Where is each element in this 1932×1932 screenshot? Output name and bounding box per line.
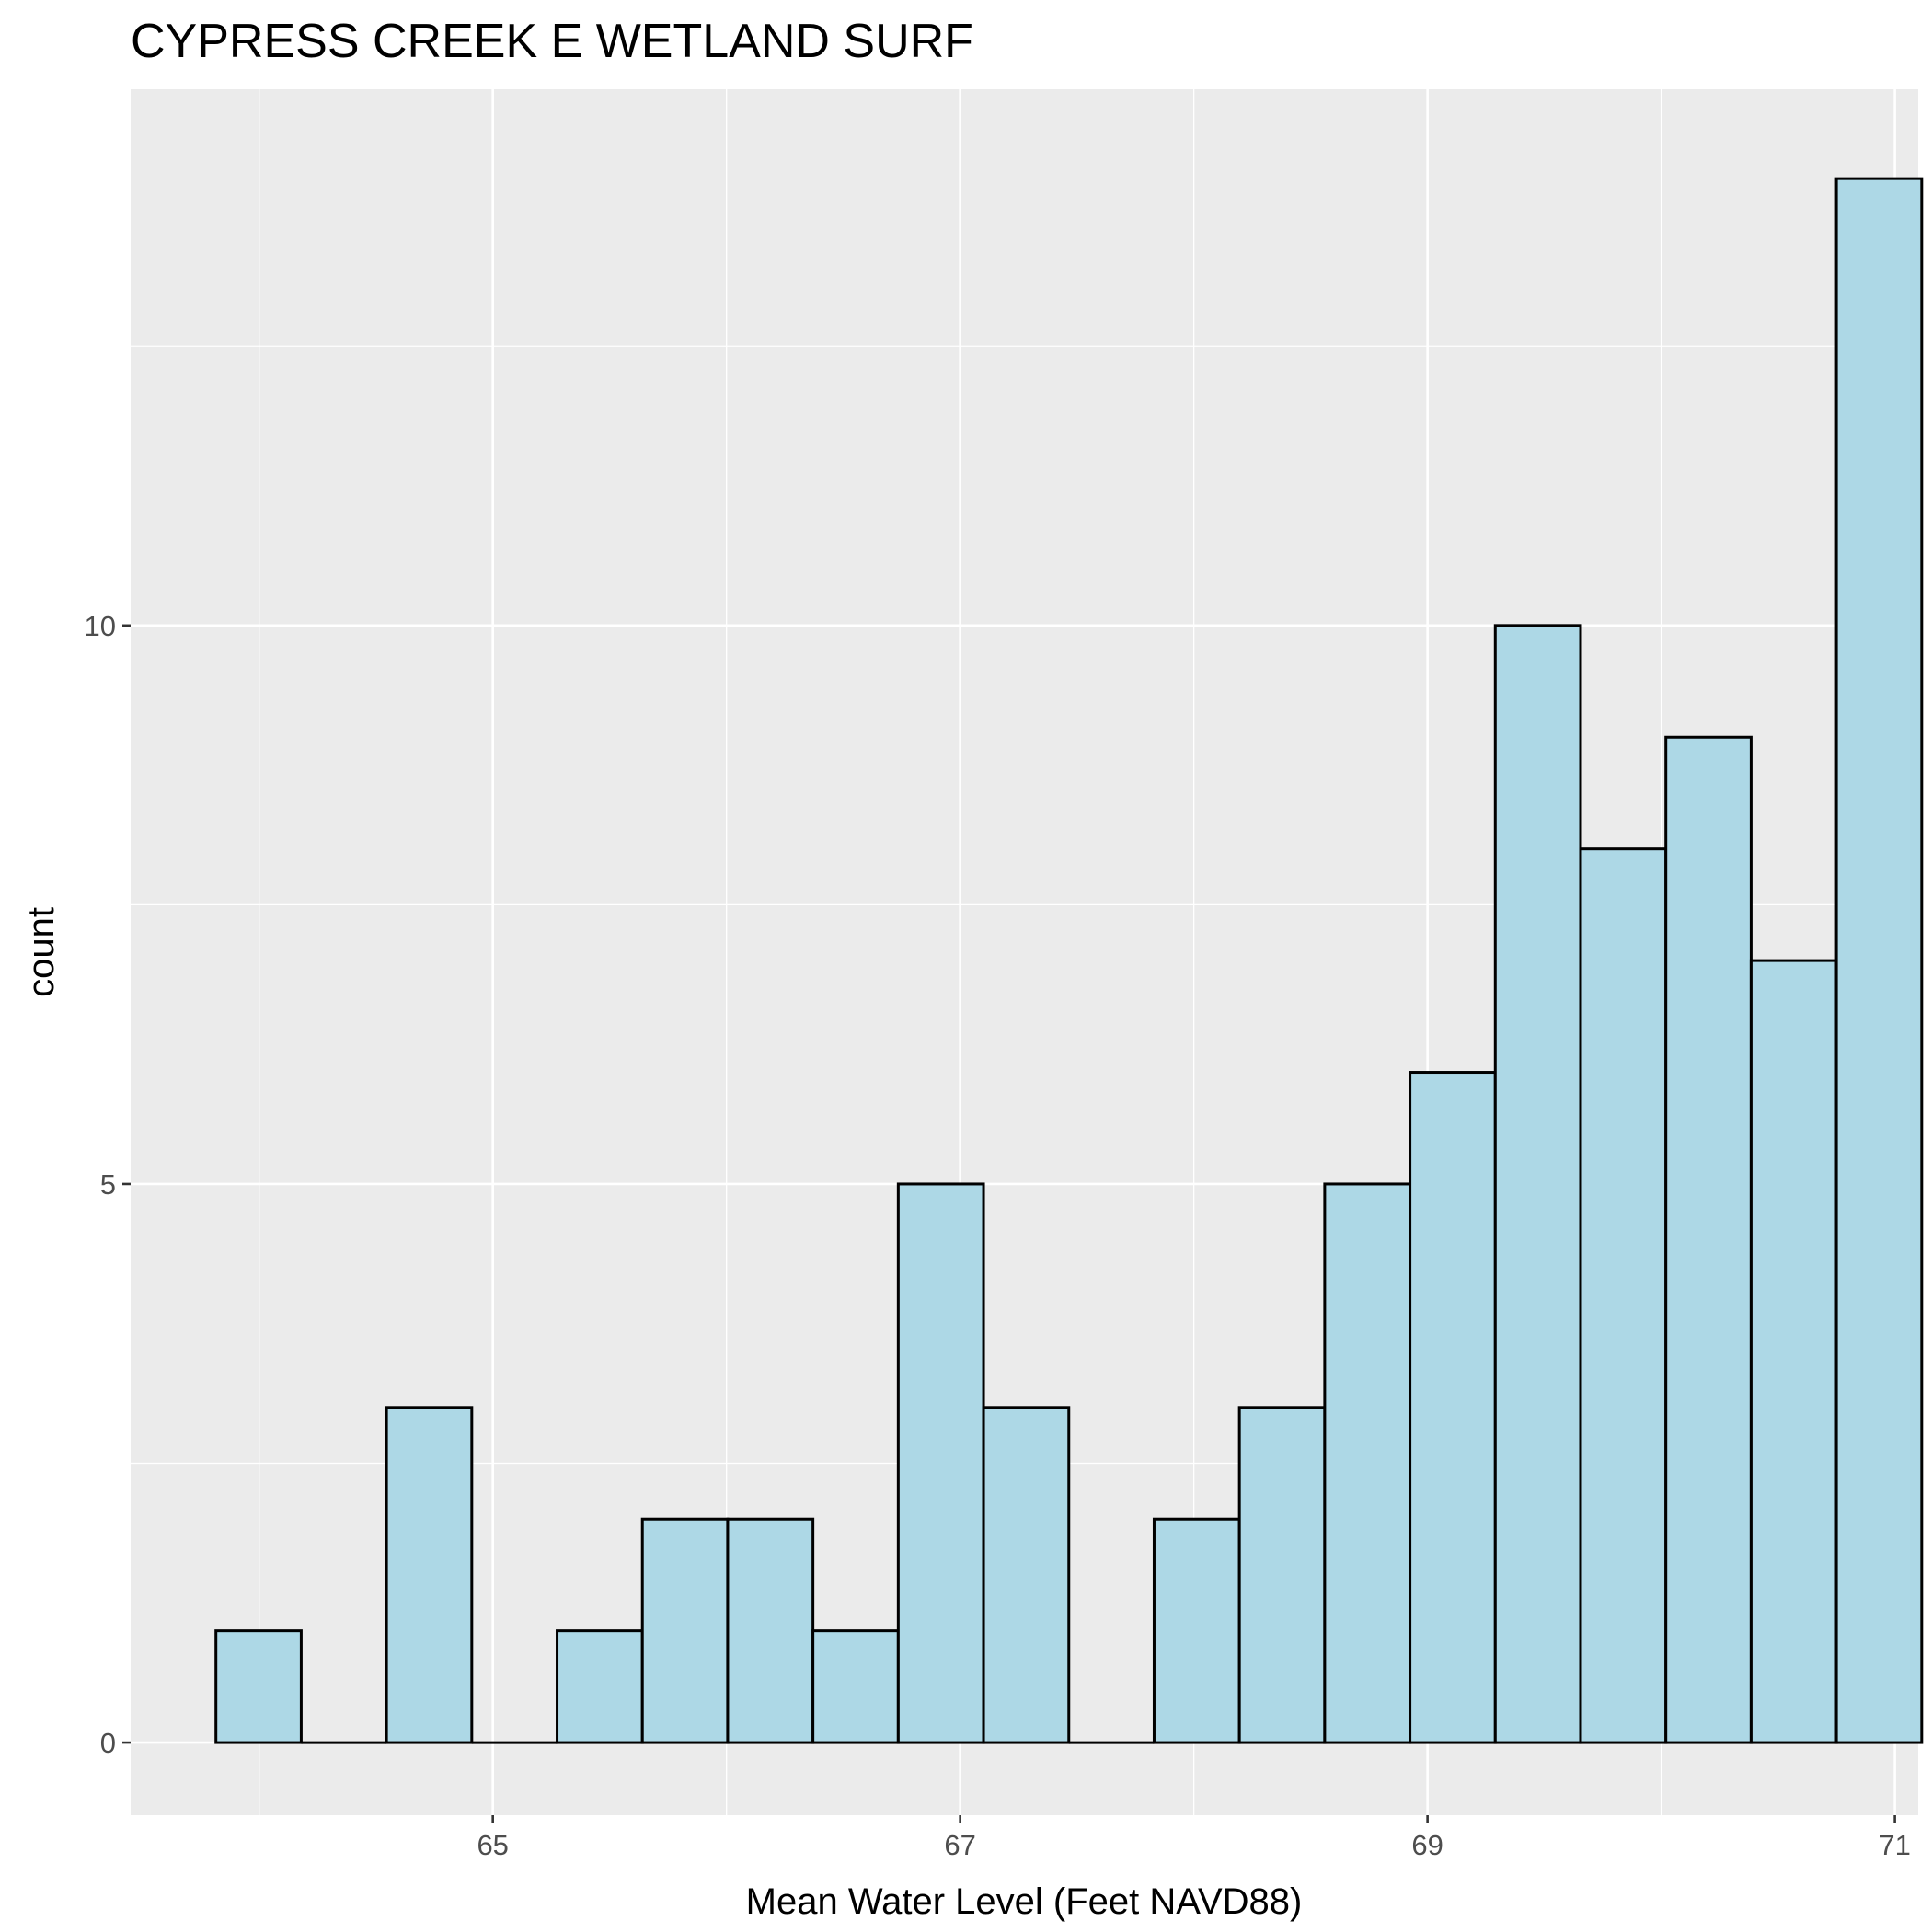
y-tick-label: 5 <box>100 1168 116 1201</box>
histogram-bar <box>640 1517 730 1744</box>
y-axis: 0 5 10 <box>85 610 131 1759</box>
histogram-bar <box>1834 177 1924 1744</box>
histogram-bar <box>896 1182 985 1744</box>
x-axis: 65 67 69 71 <box>477 1815 1911 1861</box>
histogram-bar <box>1409 1071 1497 1744</box>
histogram-bar <box>1237 1406 1327 1744</box>
x-tick-label: 69 <box>1411 1829 1443 1861</box>
histogram-bar <box>1579 847 1668 1744</box>
histogram-bar <box>1493 624 1582 1744</box>
y-tick-label: 10 <box>85 610 116 642</box>
x-axis-title: Mean Water Level (Feet NAVD88) <box>746 1881 1303 1922</box>
histogram-bar <box>556 1629 644 1744</box>
x-tick-label: 65 <box>477 1829 508 1861</box>
histogram-bar <box>1323 1182 1412 1744</box>
x-tick-label: 67 <box>944 1829 975 1861</box>
histogram-bars <box>214 177 1924 1744</box>
histogram-bar <box>1152 1517 1241 1744</box>
histogram-bar <box>811 1629 900 1744</box>
x-tick-label: 71 <box>1879 1829 1910 1861</box>
histogram-bar <box>982 1406 1071 1744</box>
histogram-bar <box>385 1406 474 1744</box>
chart-title: CYPRESS CREEK E WETLAND SURF <box>131 15 973 68</box>
histogram-bar <box>214 1629 303 1744</box>
y-axis-title: count <box>21 907 62 997</box>
histogram-bar <box>726 1517 815 1744</box>
y-tick-label: 0 <box>100 1727 116 1759</box>
histogram-bar <box>1749 959 1838 1744</box>
histogram-bar <box>1664 735 1753 1744</box>
